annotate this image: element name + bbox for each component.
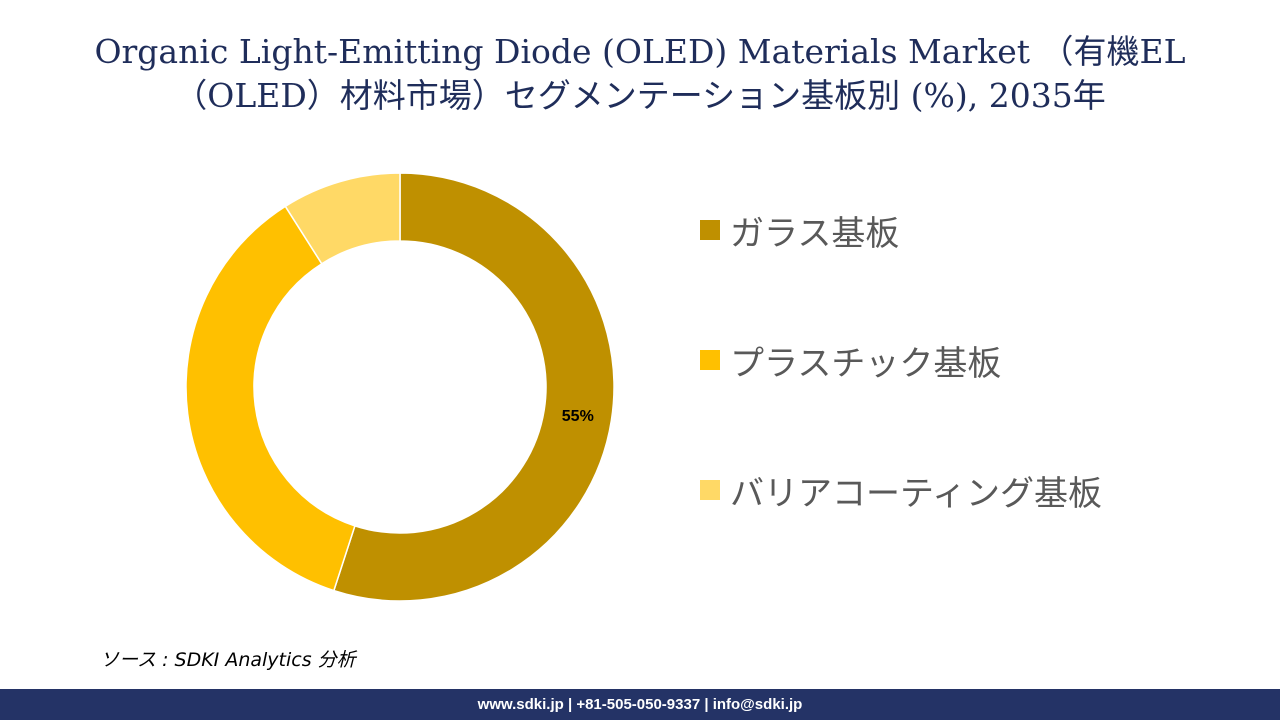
legend-item-2: プラスチック基板: [700, 330, 1001, 390]
data-label-1: 55%: [562, 408, 594, 425]
legend-item-3: バリアコーティング基板: [700, 460, 1102, 520]
legend-label: バリアコーティング基板: [730, 473, 1102, 514]
chart-title: Organic Light-Emitting Diode (OLED) Mate…: [40, 30, 1240, 118]
legend-label: プラスチック基板: [730, 343, 1002, 384]
chart-title-line-2: （OLED）材料市場）セグメンテーション基板別 (%), 2035年: [174, 76, 1106, 115]
donut-chart: 55%: [185, 172, 615, 602]
chart-title-line-1: Organic Light-Emitting Diode (OLED) Mate…: [94, 32, 1186, 71]
donut-slice-3: [284, 172, 401, 265]
footer-contact-bar: www.sdki.jp | +81-505-050-9337 | info@sd…: [0, 689, 1280, 720]
legend-label: ガラス基板: [730, 213, 900, 254]
legend-swatch: [700, 220, 720, 240]
source-note: ソース : SDKI Analytics 分析: [100, 649, 356, 671]
donut-slice-2: [185, 205, 356, 592]
legend-swatch: [700, 480, 720, 500]
legend-swatch: [700, 350, 720, 370]
donut-slice-1: [332, 172, 615, 602]
legend-item-1: ガラス基板: [700, 200, 899, 260]
